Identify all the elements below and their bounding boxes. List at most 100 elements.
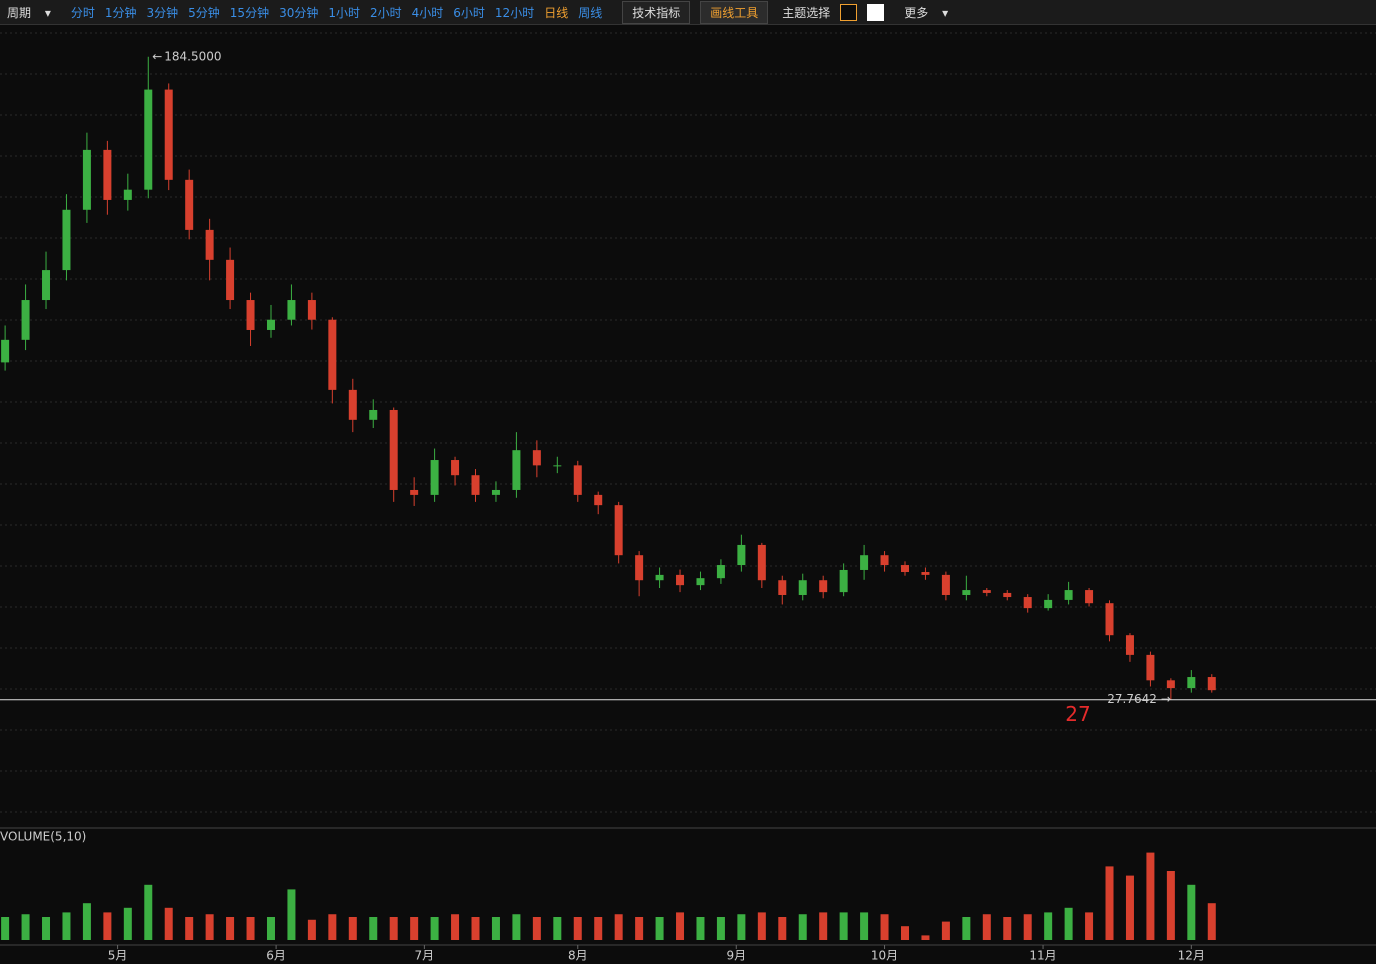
candle-body <box>1 339 10 363</box>
candle-body <box>164 89 173 180</box>
volume-bar <box>1 917 10 940</box>
candle-body <box>369 409 378 420</box>
volume-bar <box>635 917 644 940</box>
draw-button[interactable]: 画线工具 <box>700 0 769 24</box>
more-menu[interactable]: 更多 ▾ <box>904 5 949 20</box>
period-menu[interactable]: 周期 ▾ <box>7 5 51 20</box>
candle-body <box>512 450 521 490</box>
cursor-label: 27 <box>1065 702 1090 726</box>
candle-body <box>389 409 398 490</box>
candle-body <box>1146 654 1155 681</box>
volume-bar <box>737 914 746 940</box>
volume-bar <box>553 917 562 940</box>
more-label: 更多 <box>904 5 929 20</box>
candle-body <box>532 450 541 466</box>
candle-body <box>737 544 746 566</box>
volume-bar <box>798 914 807 940</box>
candle-body <box>1003 592 1012 598</box>
candle-body <box>21 300 30 340</box>
candle-body <box>921 572 930 575</box>
candle-body <box>839 569 848 593</box>
tech-button[interactable]: 技术指标 <box>622 0 691 24</box>
period-label: 周期 <box>7 5 32 20</box>
x-tick-label: 9月 <box>726 949 746 963</box>
volume-bar <box>226 917 235 940</box>
candle-body <box>491 489 500 495</box>
volume-bar <box>42 917 51 940</box>
volume-bar <box>82 903 91 940</box>
interval-button[interactable]: 2小时 <box>370 5 402 20</box>
volume-bar <box>328 914 337 940</box>
volume-bar <box>1064 907 1073 940</box>
interval-button[interactable]: 15分钟 <box>229 5 270 20</box>
volume-bar <box>696 917 705 940</box>
candle-body <box>614 505 623 556</box>
interval-button[interactable]: 1分钟 <box>104 5 137 20</box>
volume-bar <box>430 917 439 940</box>
volume-bar <box>1187 884 1196 940</box>
candle-body <box>573 465 582 495</box>
toolbar: 周期 ▾ 分时 1分钟 3分钟 5分钟 15分钟 30分钟 1小时 2小时 4小时 6小时 12小时… <box>0 0 1376 25</box>
volume-bar <box>287 889 296 940</box>
volume-bar <box>62 912 71 940</box>
interval-button[interactable]: 6小时 <box>453 5 485 20</box>
volume-bar <box>962 917 971 940</box>
candle-body <box>1187 677 1196 689</box>
candle-body <box>185 179 194 230</box>
volume-bar <box>1207 903 1216 940</box>
volume-bar <box>266 917 275 940</box>
volume-bar <box>369 917 378 940</box>
volume-bar <box>860 912 869 940</box>
high-label: 184.5000 <box>164 49 221 63</box>
volume-bar <box>941 921 950 940</box>
candle-body <box>1023 597 1032 609</box>
interval-button[interactable]: 分时 <box>70 5 95 20</box>
candle-body <box>594 494 603 506</box>
theme-light[interactable] <box>867 3 885 21</box>
volume-bar <box>1044 912 1053 940</box>
x-tick-label: 11月 <box>1029 949 1056 963</box>
arrow: ← <box>152 49 162 63</box>
volume-bar <box>1125 875 1134 940</box>
candle-body <box>941 574 950 595</box>
volume-bar <box>389 917 398 940</box>
candle-body <box>205 229 214 260</box>
volume-bar <box>900 926 909 940</box>
interval-button[interactable]: 3分钟 <box>146 5 179 20</box>
candle-body <box>430 460 439 495</box>
volume-bar <box>839 912 848 940</box>
interval-button[interactable]: 12小时 <box>494 5 535 20</box>
volume-bar <box>819 912 828 940</box>
volume-bar <box>144 884 153 940</box>
interval-button[interactable]: 周线 <box>578 5 603 20</box>
interval-button[interactable]: 30分钟 <box>279 5 319 20</box>
candle-body <box>900 565 909 573</box>
volume-bar <box>1003 917 1012 940</box>
volume-bar <box>676 912 685 940</box>
theme-dark[interactable] <box>840 3 858 21</box>
interval-button[interactable]: 日线 <box>544 5 569 20</box>
candle-body <box>144 89 153 190</box>
candle-body <box>778 580 787 595</box>
volume-bar <box>205 914 214 940</box>
interval-button[interactable]: 1小时 <box>328 5 360 20</box>
volume-bar <box>655 917 664 940</box>
candle-body <box>1207 677 1216 691</box>
candle-body <box>82 149 91 210</box>
volume-bar <box>348 917 357 940</box>
candle-body <box>348 389 357 420</box>
volume-bar <box>757 912 766 940</box>
candle-body <box>1166 680 1175 689</box>
candle-body <box>1105 603 1114 636</box>
candle-body <box>1064 590 1073 600</box>
candle-body <box>635 555 644 581</box>
candle-body <box>226 259 235 301</box>
volume-bar <box>491 917 500 940</box>
candle-body <box>553 465 562 467</box>
volume-bar <box>1085 912 1094 940</box>
interval-button[interactable]: 5分钟 <box>188 5 220 20</box>
volume-bar <box>532 917 541 940</box>
x-tick-label: 8月 <box>568 949 588 963</box>
interval-button[interactable]: 4小时 <box>411 5 444 20</box>
